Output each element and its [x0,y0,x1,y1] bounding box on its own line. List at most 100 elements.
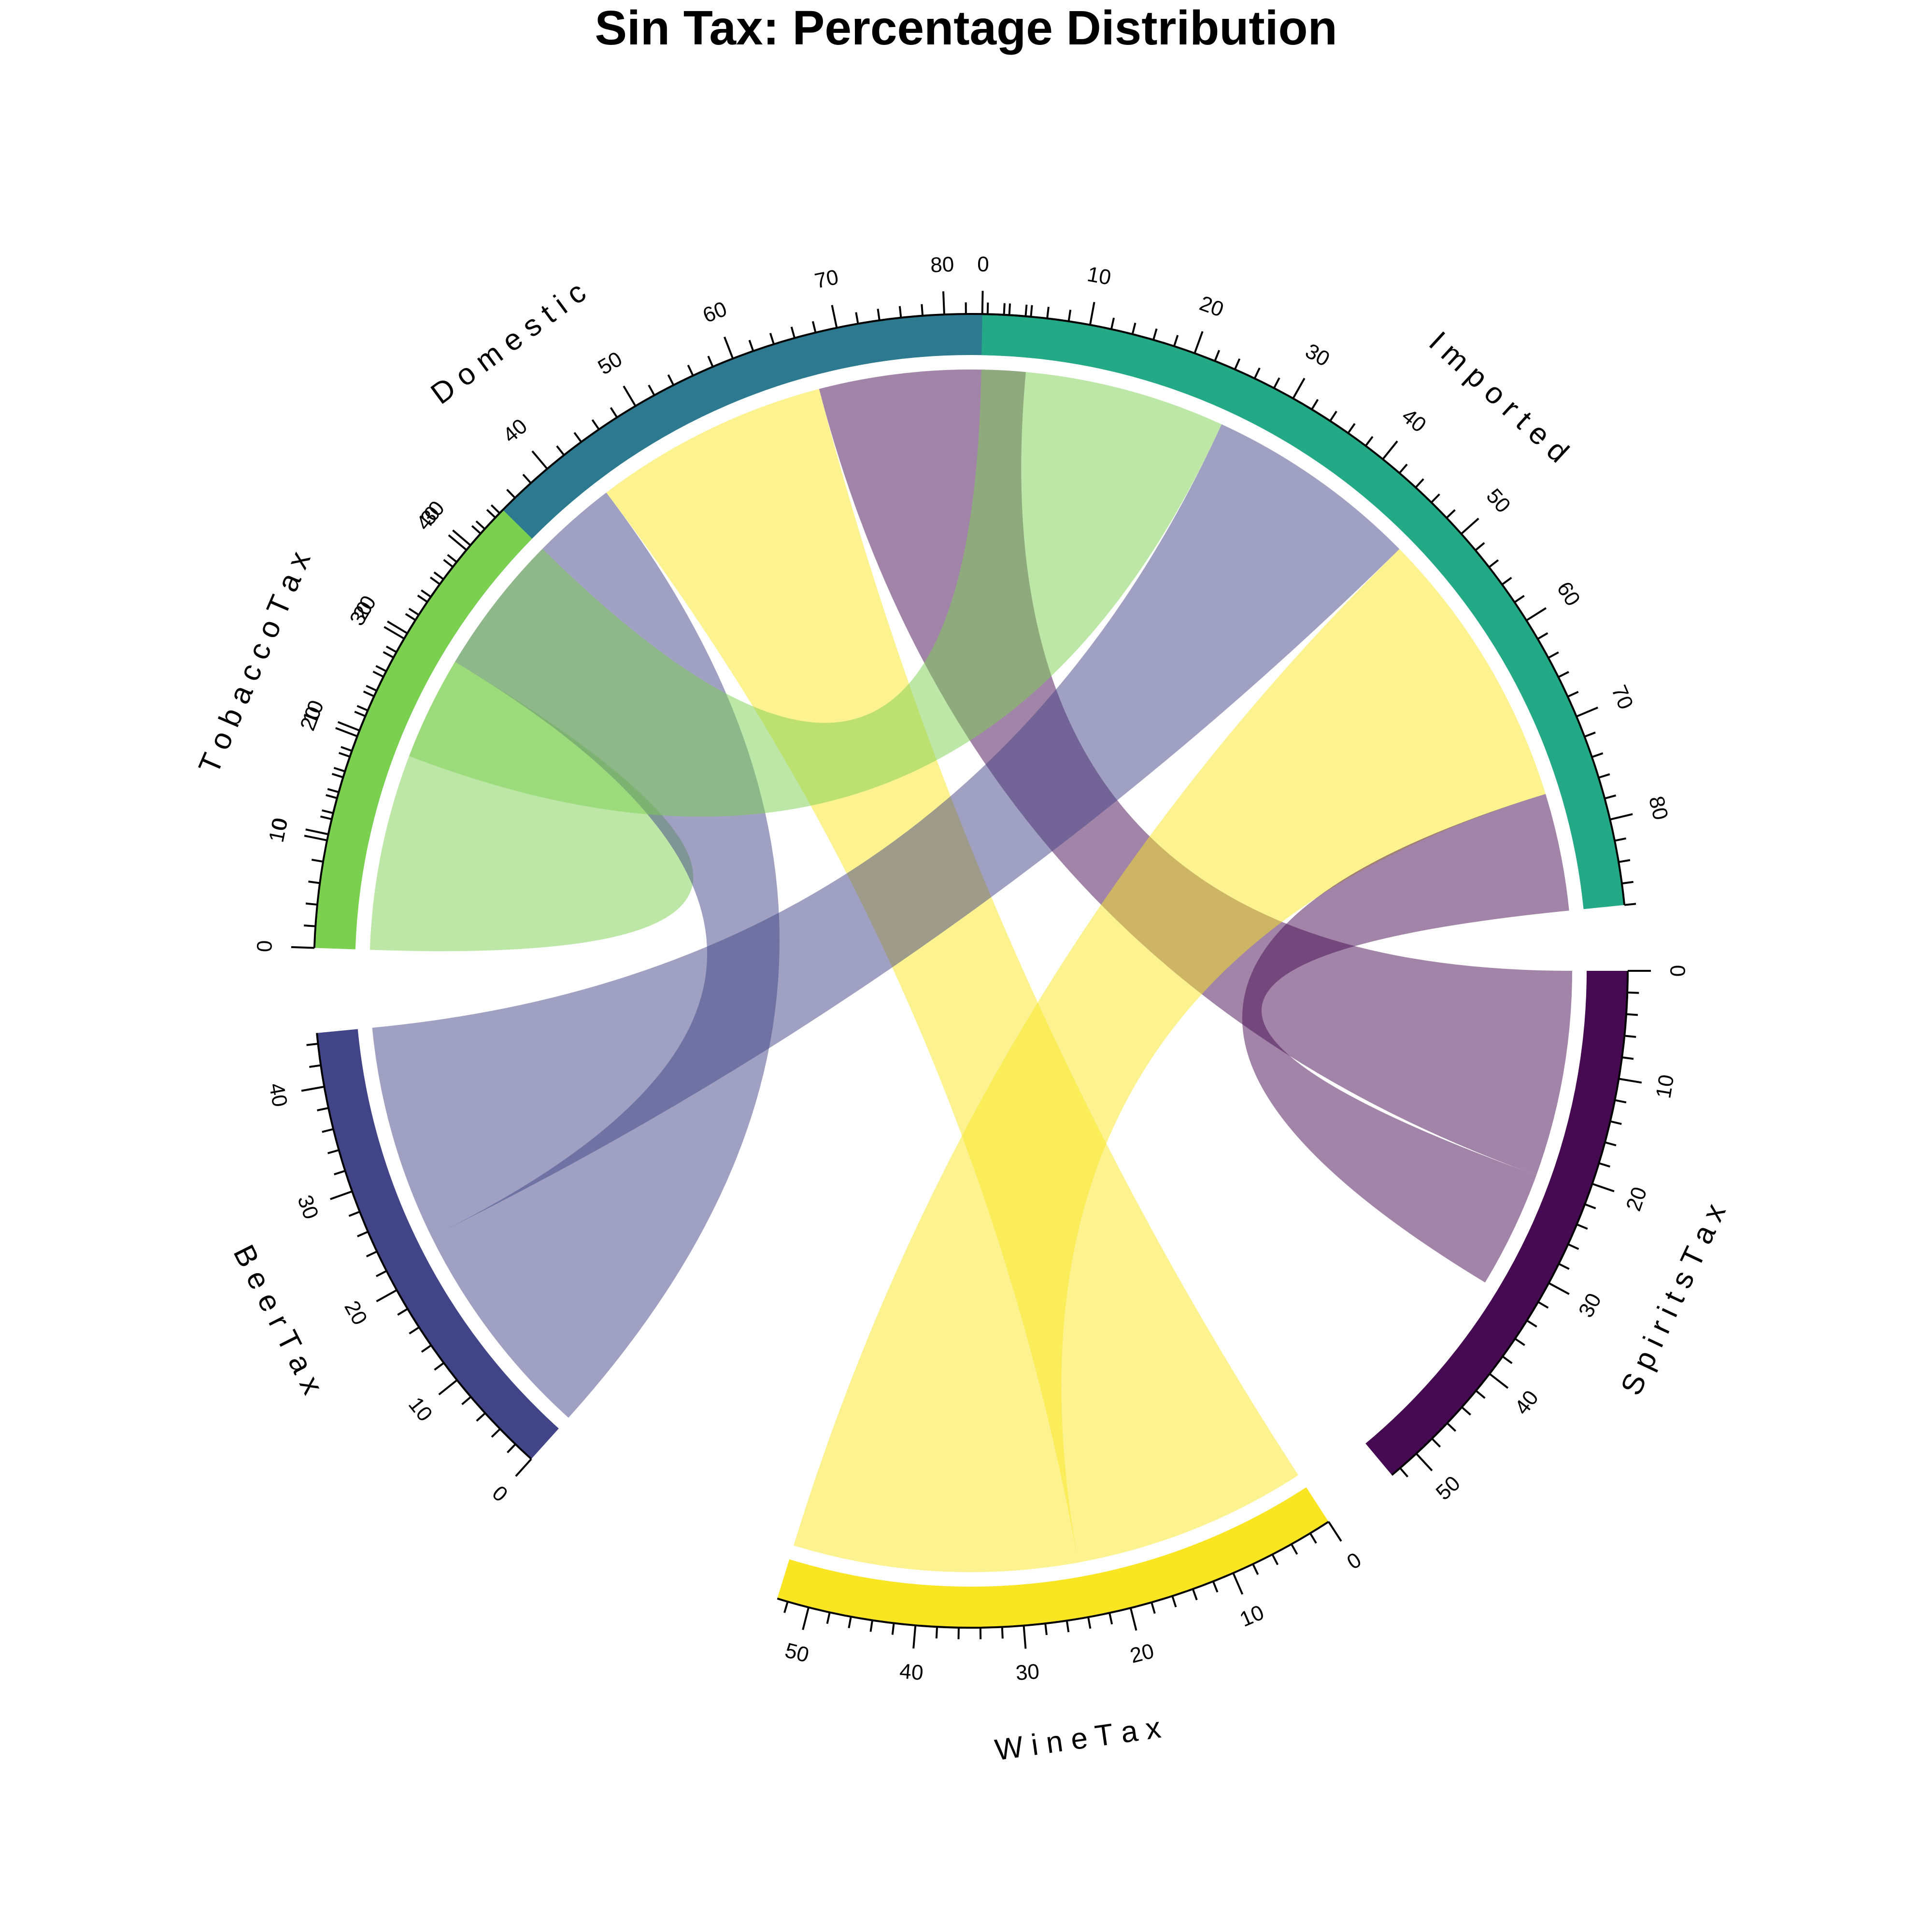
major-tick [1328,1521,1342,1542]
major-tick [337,721,360,732]
major-tick [291,946,314,949]
minor-tick [326,794,338,799]
minor-tick [1291,1544,1298,1555]
sector-axis-wine-tax [777,1520,1329,1629]
minor-tick [855,312,859,324]
sector-imported [981,314,1625,909]
minor-tick [1514,1337,1525,1346]
minor-tick [471,525,482,535]
minor-tick [317,1107,329,1111]
major-tick [831,305,838,328]
major-tick [1591,1183,1615,1193]
major-tick [330,1190,353,1200]
minor-tick [327,788,339,793]
tick-label: 50 [1482,484,1515,517]
minor-tick [506,489,516,499]
minor-tick [320,815,332,820]
major-tick [305,828,329,836]
minor-tick [486,509,496,519]
minor-tick [1584,731,1596,738]
minor-tick [1234,358,1241,370]
minor-tick [408,608,420,616]
minor-tick [707,355,714,368]
minor-tick [1001,1627,1004,1639]
minor-tick [1621,881,1634,885]
minor-tick [748,340,754,352]
minor-tick [687,365,694,376]
tick-label: 80 [930,253,954,277]
major-tick [1548,1282,1570,1295]
major-tick [1292,378,1306,399]
minor-tick [783,1601,789,1613]
tick-label: 20 [1128,1639,1156,1668]
minor-tick [433,571,444,580]
minor-tick [826,1612,831,1624]
minor-tick [1431,1438,1441,1448]
tick-label: 20 [1196,291,1227,322]
tick-label: 40 [498,414,532,447]
tick-label: 30 [293,1192,323,1222]
minor-tick [507,1443,516,1453]
tick-label: 60 [1552,578,1585,611]
sector-label-beer-tax: B e e r T a x [227,1240,329,1400]
major-tick [531,450,548,469]
minor-tick [1212,1581,1219,1593]
minor-tick [1192,1589,1198,1601]
minor-tick [1558,671,1569,678]
link-imported-to-tobacco-tax [409,369,1222,817]
major-tick [1576,706,1598,718]
tick-label: 30 [1301,339,1334,371]
minor-tick [1537,1301,1549,1309]
minor-tick [1567,1243,1579,1250]
minor-tick [354,710,366,717]
minor-tick [1446,1422,1457,1432]
minor-tick [461,1396,472,1406]
major-tick [1619,1078,1642,1084]
minor-tick [1614,837,1626,842]
major-tick [1609,813,1633,821]
tick-label: 10 [1651,1073,1678,1100]
tick-label: 0 [488,1481,512,1506]
major-tick [335,727,358,738]
minor-tick [667,374,675,386]
minor-tick [348,1210,360,1217]
tick-label: 0 [253,940,277,952]
major-tick [438,1379,458,1395]
minor-tick [475,520,485,530]
minor-tick [1271,1554,1279,1565]
minor-tick [1329,411,1337,422]
minor-tick [333,767,345,772]
minor-tick [1008,303,1011,315]
minor-tick [409,1326,420,1335]
major-tick [1089,302,1095,325]
minor-tick [877,309,881,321]
major-tick [912,1625,917,1649]
minor-tick [591,419,600,430]
minor-tick [1475,1390,1486,1399]
minor-tick [1171,1595,1177,1607]
minor-tick [848,1616,852,1629]
minor-tick [1461,1406,1471,1416]
chart-title: Sin Tax: Percentage Distribution [595,1,1337,55]
minor-tick [1309,1533,1317,1544]
minor-tick [1610,1120,1622,1125]
sector-axis-imported [982,313,1626,905]
minor-tick [790,327,796,339]
minor-tick [366,1250,378,1258]
minor-tick [363,690,375,697]
minor-tick [1311,399,1319,410]
major-tick [1489,1373,1509,1389]
minor-tick [1415,478,1424,488]
minor-tick [308,881,320,884]
minor-tick [1598,1162,1610,1168]
minor-tick [331,773,343,779]
minor-tick [522,473,532,484]
minor-tick [1044,1623,1048,1635]
tick-label: 70 [812,265,840,293]
minor-tick [1475,542,1485,551]
minor-tick [356,705,369,711]
minor-tick [1273,377,1280,389]
link-imported-to-beer-tax [372,424,1400,1237]
minor-tick [1030,305,1033,317]
minor-tick [1364,436,1374,447]
